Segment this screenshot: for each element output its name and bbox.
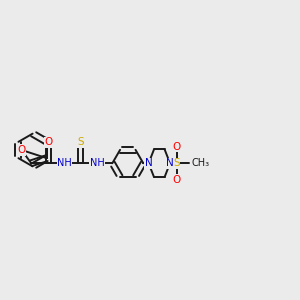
Text: O: O [17,145,26,155]
Text: S: S [173,158,180,168]
Text: NH: NH [89,158,104,168]
Text: O: O [172,142,181,152]
Text: N: N [145,158,152,168]
Text: N: N [166,158,174,168]
Text: N: N [145,158,152,168]
Text: S: S [77,137,84,147]
Text: O: O [44,137,52,147]
Text: NH: NH [57,158,72,168]
Text: CH₃: CH₃ [191,158,209,168]
Text: O: O [172,175,181,185]
